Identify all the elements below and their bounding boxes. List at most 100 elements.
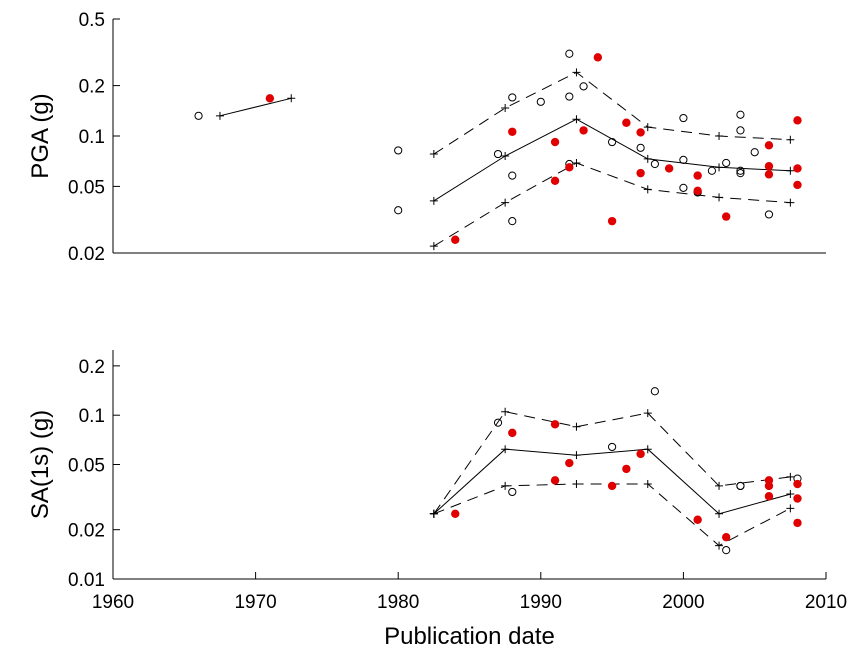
pga-open-point bbox=[764, 210, 774, 219]
sa1s-series-marker bbox=[572, 451, 581, 460]
pga-series-marker bbox=[786, 135, 795, 144]
sa1s-x-tick-label: 1960 bbox=[92, 592, 134, 613]
sa1s-series-marker bbox=[786, 472, 795, 481]
pga-filled-point bbox=[636, 128, 645, 137]
sa1s-panel: 0.01 0.02 0.05 0.1 0.2 1960 1970 1980 1990 2000 20… bbox=[27, 350, 847, 650]
sa1s-series-marker bbox=[501, 481, 510, 490]
pga-filled-point bbox=[721, 212, 731, 221]
sa1s-series-marker bbox=[643, 445, 652, 454]
pga-open-point bbox=[508, 217, 517, 226]
pga-open-point bbox=[508, 171, 517, 180]
pga-filled-point bbox=[793, 116, 802, 125]
pga-open-point bbox=[650, 159, 659, 169]
pga-filled-point bbox=[622, 118, 631, 127]
pga-filled-point bbox=[579, 126, 588, 135]
pga-y-tick-label: 0.1 bbox=[79, 127, 105, 148]
pga-open-point bbox=[608, 137, 617, 147]
pga-filled-point bbox=[550, 176, 560, 185]
pga-series-marker bbox=[501, 151, 510, 160]
sa1s-x-tick-label: 2000 bbox=[662, 592, 704, 613]
pga-open-point bbox=[493, 149, 503, 159]
pga-y-tick-label: 0.2 bbox=[79, 77, 105, 98]
pga-series-marker bbox=[429, 196, 438, 205]
sa1s-y-tick-label: 0.2 bbox=[79, 357, 105, 378]
pga-y-axis-label: PGA (g) bbox=[27, 93, 54, 178]
sa1s-filled-point bbox=[764, 492, 774, 501]
pga-filled-point bbox=[764, 141, 774, 150]
sa1s-filled-point bbox=[508, 428, 517, 438]
pga-series-marker bbox=[715, 163, 724, 172]
pga-filled-point bbox=[693, 171, 702, 180]
pga-series-marker bbox=[786, 198, 795, 207]
pga-open-point bbox=[722, 158, 731, 168]
pga-filled-point bbox=[593, 53, 603, 62]
pga-open-point bbox=[194, 111, 203, 120]
sa1s-open-point bbox=[736, 481, 745, 491]
pga-series-marker bbox=[287, 94, 296, 103]
pga-series-solid-line bbox=[433, 118, 791, 202]
pga-open-point bbox=[679, 155, 688, 164]
pga-filled-point bbox=[764, 162, 774, 171]
pga-filled-point bbox=[550, 137, 560, 147]
sa1s-filled-point bbox=[693, 515, 702, 524]
sa1s-filled-point bbox=[550, 420, 560, 429]
sa1s-series-marker bbox=[429, 509, 438, 518]
sa1s-open-point bbox=[722, 546, 731, 555]
sa1s-filled-point bbox=[721, 532, 731, 542]
sa1s-open-point bbox=[493, 418, 503, 427]
sa1s-series-marker bbox=[715, 481, 724, 490]
sa1s-y-tick-label: 0.02 bbox=[68, 521, 105, 542]
pga-series-marker bbox=[215, 111, 224, 120]
pga-filled-point bbox=[793, 164, 802, 173]
sa1s-filled-point bbox=[550, 476, 560, 485]
sa1s-series-marker bbox=[572, 422, 581, 431]
sa1s-series-marker bbox=[786, 490, 795, 499]
sa1s-series-marker bbox=[643, 409, 652, 418]
sa1s-y-tick-label: 0.1 bbox=[79, 406, 105, 427]
pga-open-point bbox=[707, 166, 717, 175]
pga-filled-point bbox=[636, 168, 645, 178]
pga-open-point bbox=[579, 82, 588, 91]
sa1s-filled-point bbox=[607, 481, 617, 491]
pga-filled-point bbox=[508, 127, 517, 136]
sa1s-filled-point bbox=[764, 481, 774, 491]
sa1s-filled-point bbox=[451, 509, 460, 519]
sa1s-x-tick-label: 2010 bbox=[805, 592, 847, 613]
pga-panel: 0.02 0.05 0.1 0.2 0.5 PGA (g) bbox=[27, 10, 826, 265]
pga-series-marker bbox=[429, 150, 438, 159]
sa1s-x-tick-label: 1970 bbox=[234, 592, 276, 613]
sa1s-filled-point bbox=[793, 494, 802, 503]
pga-filled-point bbox=[764, 170, 774, 179]
sa1s-series-marker bbox=[501, 445, 510, 454]
sa1s-x-tick-label: 1980 bbox=[377, 592, 419, 613]
sa1s-filled-point bbox=[565, 458, 574, 468]
sa1s-x-axis-label: Publication date bbox=[384, 623, 555, 650]
pga-filled-point bbox=[664, 164, 674, 173]
sa1s-y-axis-label: SA(1s) (g) bbox=[27, 410, 54, 519]
pga-open-point bbox=[565, 49, 574, 58]
pga-filled-point bbox=[693, 186, 702, 196]
pga-series-marker bbox=[715, 132, 724, 140]
pga-open-point bbox=[750, 148, 759, 157]
pga-open-point bbox=[736, 169, 745, 178]
pga-series-solid-line bbox=[219, 97, 292, 117]
sa1s-open-point bbox=[608, 442, 617, 452]
pga-open-point bbox=[736, 110, 745, 119]
pga-series-marker bbox=[786, 166, 795, 175]
pga-open-point bbox=[394, 146, 403, 155]
sa1s-open-point bbox=[650, 387, 659, 396]
pga-open-point bbox=[679, 113, 688, 123]
sa1s-y-tick-label: 0.05 bbox=[68, 456, 105, 477]
pga-open-point bbox=[736, 166, 745, 175]
pga-open-point bbox=[565, 92, 574, 101]
pga-series-marker bbox=[572, 115, 581, 124]
pga-y-tick-label: 0.5 bbox=[79, 10, 105, 31]
sa1s-open-point bbox=[508, 487, 517, 497]
sa1s-series-dashed-line bbox=[433, 411, 791, 515]
pga-series-marker bbox=[572, 68, 581, 77]
sa1s-series-marker bbox=[643, 480, 652, 489]
pga-y-tick-label: 0.02 bbox=[68, 244, 105, 265]
sa1s-series-marker bbox=[572, 480, 581, 489]
pga-series-marker bbox=[643, 154, 652, 163]
pga-series-marker bbox=[572, 158, 581, 167]
